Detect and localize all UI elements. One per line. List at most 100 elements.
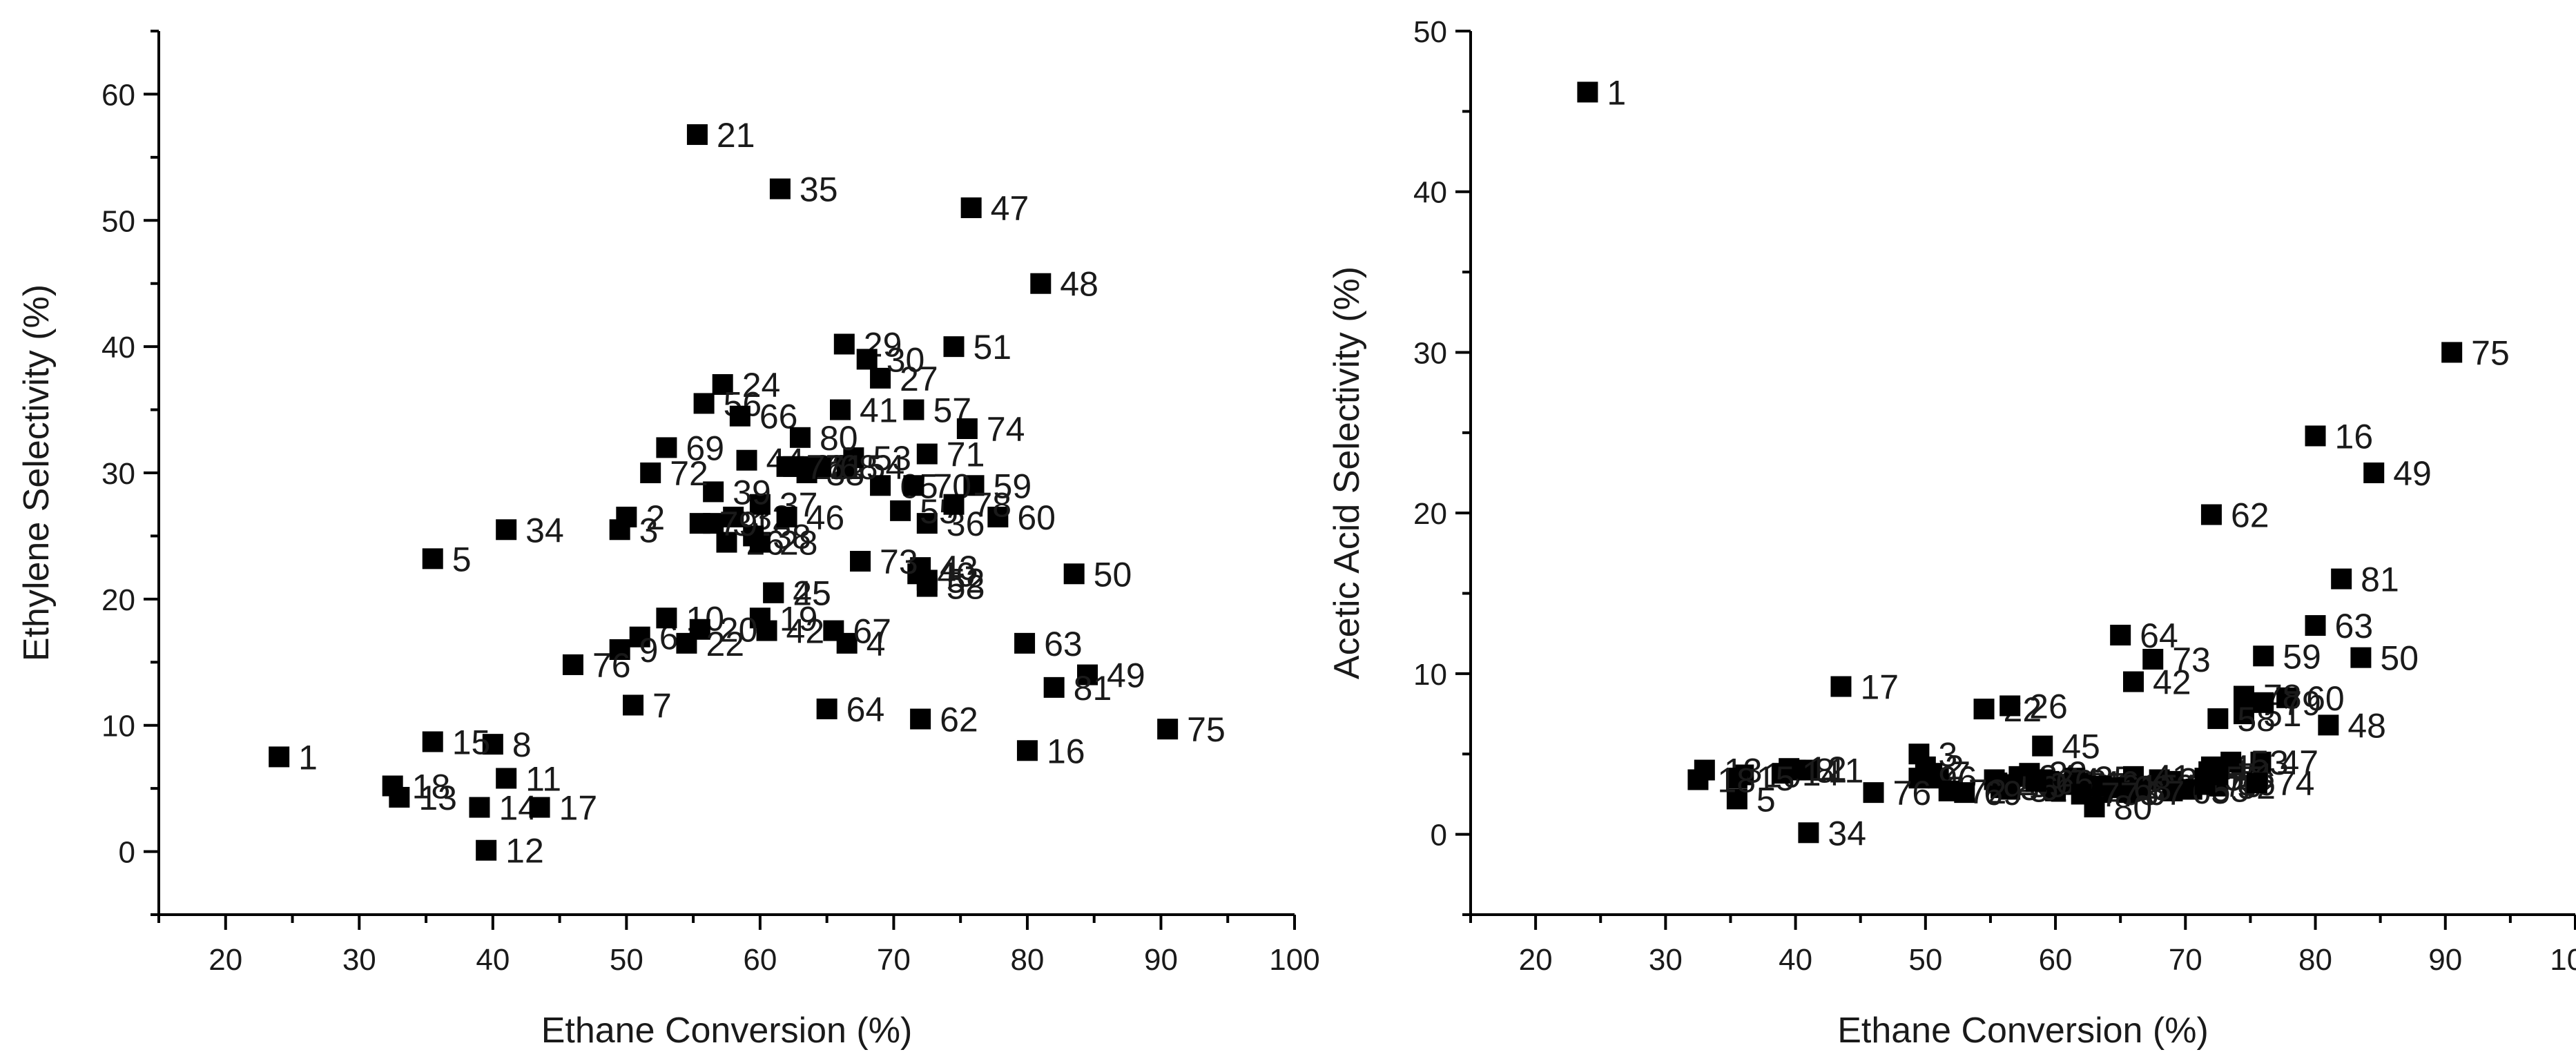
point-label-46: 46 (806, 498, 845, 537)
point-label-73: 73 (880, 543, 918, 581)
data-point-15 (422, 731, 443, 752)
data-point-18 (382, 775, 403, 797)
x-tick-label: 60 (2039, 943, 2073, 977)
data-point-34 (496, 519, 517, 541)
data-point-6 (629, 626, 650, 648)
x-tick-label: 20 (209, 943, 242, 977)
data-point-10 (656, 607, 677, 629)
data-point-76 (562, 654, 583, 675)
data-point-48 (1030, 273, 1052, 294)
x-tick-label: 70 (877, 943, 911, 977)
data-point-45 (2032, 735, 2053, 757)
data-point-68 (809, 456, 831, 477)
data-point-24 (712, 374, 733, 395)
point-label-25: 25 (793, 574, 831, 613)
y-tick-label: 30 (1413, 336, 1447, 370)
data-point-22 (1973, 699, 1995, 720)
data-point-41 (830, 399, 851, 420)
data-point-27 (870, 367, 891, 389)
data-point-76 (1863, 782, 1884, 804)
x-tick-label: 50 (610, 943, 643, 977)
point-label-60: 60 (2306, 679, 2345, 718)
point-label-50: 50 (1094, 555, 1132, 594)
point-label-69: 69 (1984, 774, 2022, 812)
data-point-9 (1908, 768, 1930, 789)
point-label-27: 27 (900, 360, 938, 398)
data-point-66 (2025, 770, 2046, 792)
y-tick-label: 50 (101, 204, 135, 238)
point-label-49: 49 (2393, 454, 2432, 493)
point-label-8: 8 (512, 726, 532, 764)
point-label-80: 80 (820, 419, 858, 458)
y-tick-label: 0 (1431, 819, 1447, 853)
point-label-60: 60 (1017, 498, 1056, 537)
point-label-68: 68 (840, 448, 878, 487)
data-point-34 (1798, 822, 1819, 844)
y-tick-label: 20 (101, 583, 135, 617)
data-point-7 (623, 694, 644, 716)
data-point-79 (689, 513, 710, 534)
data-point-9 (609, 639, 630, 660)
data-point-32 (723, 507, 744, 527)
point-label-51: 51 (974, 328, 1012, 367)
point-label-74: 74 (987, 410, 1025, 449)
data-point-12 (476, 839, 497, 861)
point-label-63: 63 (1044, 625, 1083, 663)
point-label-18: 18 (1717, 761, 1756, 800)
data-point-62 (2200, 504, 2222, 525)
data-point-79 (2253, 692, 2274, 713)
data-point-55 (890, 500, 911, 521)
data-point-49 (2363, 463, 2385, 483)
data-point-57 (903, 399, 924, 420)
data-point-44 (736, 449, 757, 471)
data-point-68 (2103, 777, 2124, 799)
data-point-22 (676, 632, 697, 654)
point-label-71: 71 (947, 436, 985, 474)
point-label-35: 35 (800, 171, 838, 209)
point-label-63: 63 (2335, 607, 2374, 645)
x-tick-label: 50 (1908, 943, 1942, 977)
x-tick-label: 30 (342, 943, 376, 977)
point-label-11: 11 (1828, 752, 1863, 790)
point-label-13: 13 (418, 779, 457, 817)
data-point-67 (823, 620, 844, 641)
point-label-16: 16 (1047, 732, 1085, 770)
point-label-43: 43 (940, 549, 978, 587)
point-label-64: 64 (846, 690, 885, 729)
x-tick-label: 90 (2428, 943, 2462, 977)
data-point-60 (2276, 687, 2298, 708)
point-label-12: 12 (505, 832, 544, 870)
point-label-28: 28 (779, 524, 818, 563)
data-point-3 (609, 519, 630, 541)
data-point-73 (850, 551, 871, 572)
y-axis-title: Ethylene Selectivity (%) (17, 284, 57, 661)
data-point-17 (529, 797, 550, 818)
data-point-45 (763, 582, 784, 603)
point-label-15: 15 (1756, 759, 1795, 798)
data-point-37 (749, 494, 771, 515)
x-tick-label: 60 (743, 943, 777, 977)
point-label-4: 4 (866, 625, 886, 663)
data-point-58 (2207, 708, 2229, 730)
y-tick-label: 20 (1413, 497, 1447, 531)
point-label-62: 62 (2231, 496, 2269, 535)
data-point-3 (1908, 743, 1930, 765)
data-point-59 (963, 475, 985, 496)
point-label-11: 11 (525, 760, 561, 799)
data-point-11 (1798, 759, 1819, 781)
point-label-48: 48 (2347, 706, 2386, 745)
point-label-78: 78 (974, 486, 1012, 525)
point-label-81: 81 (2361, 561, 2399, 599)
data-point-70 (903, 475, 924, 496)
point-label-40: 40 (937, 555, 976, 594)
point-label-16: 16 (2335, 417, 2374, 456)
data-point-56 (1991, 777, 2011, 799)
data-point-42 (2123, 671, 2144, 692)
data-point-26 (1999, 695, 2021, 717)
point-label-68: 68 (2133, 769, 2172, 808)
data-point-72 (1938, 780, 1959, 801)
y-tick-label: 50 (1413, 15, 1447, 49)
point-label-26: 26 (2029, 687, 2068, 726)
point-label-5: 5 (452, 540, 472, 578)
